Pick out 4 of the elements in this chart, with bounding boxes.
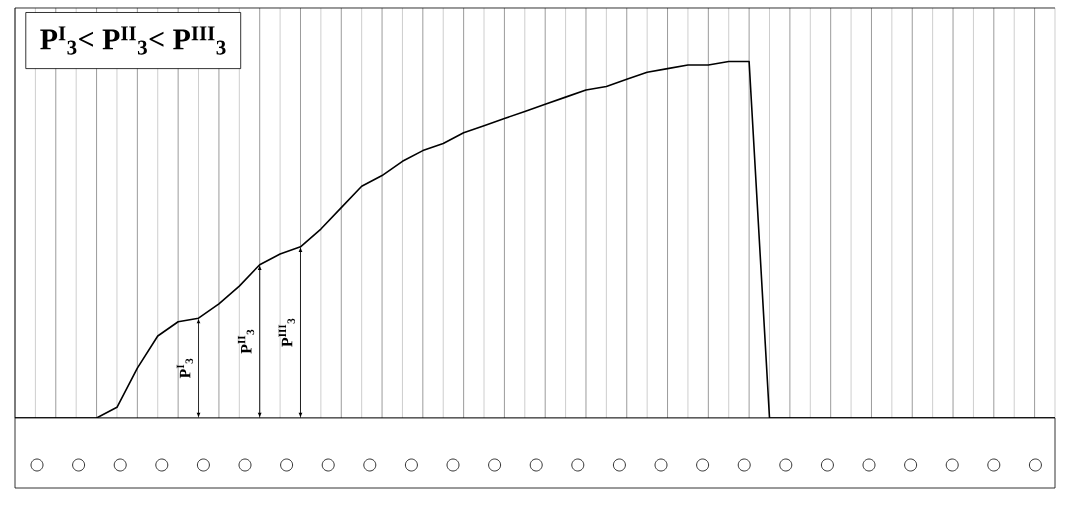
- annotation: P$^{III}$3: [278, 318, 295, 347]
- annotation: P$^{II}$3: [237, 329, 255, 354]
- annotation: P$^{I}$3: [176, 358, 193, 379]
- text: P$^{I}$$_{3}$< P$^{II}$$_{3}$< P$^{III}$3: [40, 26, 226, 55]
